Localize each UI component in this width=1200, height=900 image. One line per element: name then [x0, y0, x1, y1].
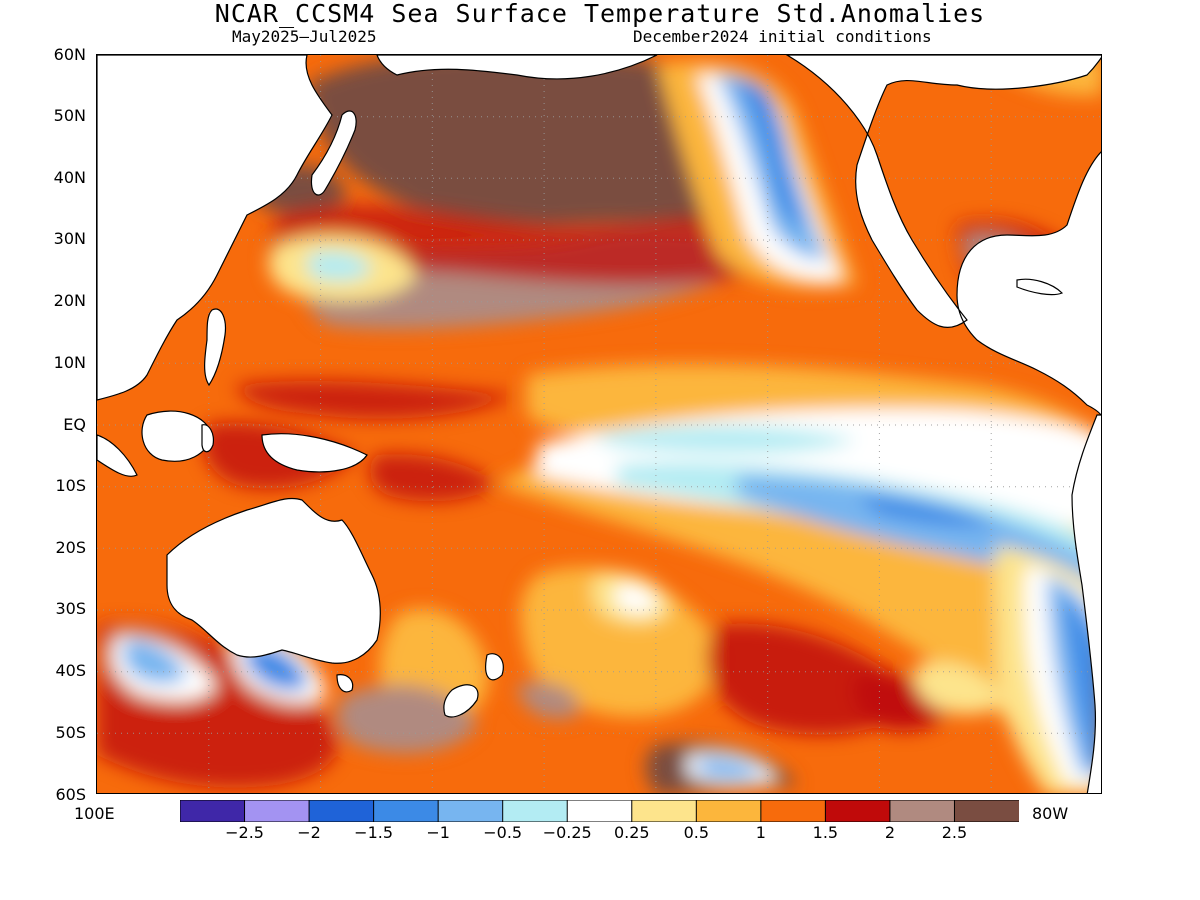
lat-label: 40N	[53, 168, 86, 187]
colorbar-tick-label: −0.25	[542, 823, 592, 842]
new-zealand-south-landmass	[443, 684, 479, 718]
colorbar-swatch	[437, 799, 504, 823]
colorbar-swatch	[760, 799, 827, 823]
new-zealand-landmass	[485, 653, 504, 681]
alaska-landmass	[376, 55, 658, 80]
cuba-landmass	[1016, 278, 1064, 296]
sst-anomaly-map	[96, 54, 1102, 794]
australia-landmass	[166, 497, 381, 664]
colorbar-swatch	[631, 799, 698, 823]
lat-label: 20N	[53, 291, 86, 310]
colorbar-tick-label: 2.5	[941, 823, 968, 842]
colorbar-tick-label: −1.5	[354, 823, 394, 842]
colorbar-tick-label: −2	[297, 823, 321, 842]
philippines-landmass	[204, 308, 227, 387]
colorbar-tick-label: 0.5	[683, 823, 710, 842]
colorbar-tick-label: 1	[755, 823, 766, 842]
lat-label: 50S	[55, 723, 86, 742]
lat-label: 30N	[53, 229, 86, 248]
borneo-landmass	[141, 410, 213, 462]
north-america-landmass	[785, 55, 1101, 417]
lat-label: 60S	[55, 785, 86, 804]
colorbar	[179, 799, 1021, 823]
tasmania-landmass	[336, 674, 354, 693]
colorbar-swatch	[953, 799, 1021, 823]
japan-landmass	[310, 110, 357, 196]
initial-conditions: December2024 initial conditions	[633, 27, 932, 46]
lon-label-east: 80W	[1032, 804, 1069, 823]
forecast-period: May2025–Jul2025	[232, 27, 377, 46]
sumatra-landmass	[97, 434, 138, 477]
colorbar-tick-label: −0.5	[483, 823, 523, 842]
colorbar-swatch	[308, 799, 375, 823]
lat-label: 40S	[55, 661, 86, 680]
lat-label: 10N	[53, 353, 86, 372]
colorbar-swatch	[889, 799, 956, 823]
land-masses	[97, 55, 1101, 793]
colorbar-swatch	[244, 799, 311, 823]
asia-landmass	[97, 55, 333, 401]
colorbar-swatch	[179, 799, 246, 823]
colorbar-tick-label: −1	[426, 823, 450, 842]
lat-label: 60N	[53, 45, 86, 64]
lat-label: 30S	[55, 599, 86, 618]
colorbar-swatch	[824, 799, 891, 823]
map-title: NCAR_CCSM4 Sea Surface Temperature Std.A…	[214, 0, 986, 28]
south-america-landmass	[1071, 414, 1101, 793]
sulawesi-landmass	[201, 424, 214, 453]
colorbar-tick-label: 2	[884, 823, 896, 842]
lat-label: 50N	[53, 106, 86, 125]
colorbar-swatch	[566, 799, 633, 823]
lat-label: 10S	[55, 476, 86, 495]
colorbar-tick-label: 0.25	[613, 823, 650, 842]
new-guinea-landmass	[261, 433, 368, 473]
colorbar-swatch	[373, 799, 440, 823]
colorbar-tick-label: 1.5	[812, 823, 839, 842]
lat-label: 20S	[55, 538, 86, 557]
colorbar-tick-label: −2.5	[225, 823, 264, 842]
lat-label: EQ	[63, 415, 86, 434]
colorbar-swatch	[502, 799, 569, 823]
colorbar-swatch	[695, 799, 762, 823]
lon-label-west: 100E	[74, 804, 115, 823]
